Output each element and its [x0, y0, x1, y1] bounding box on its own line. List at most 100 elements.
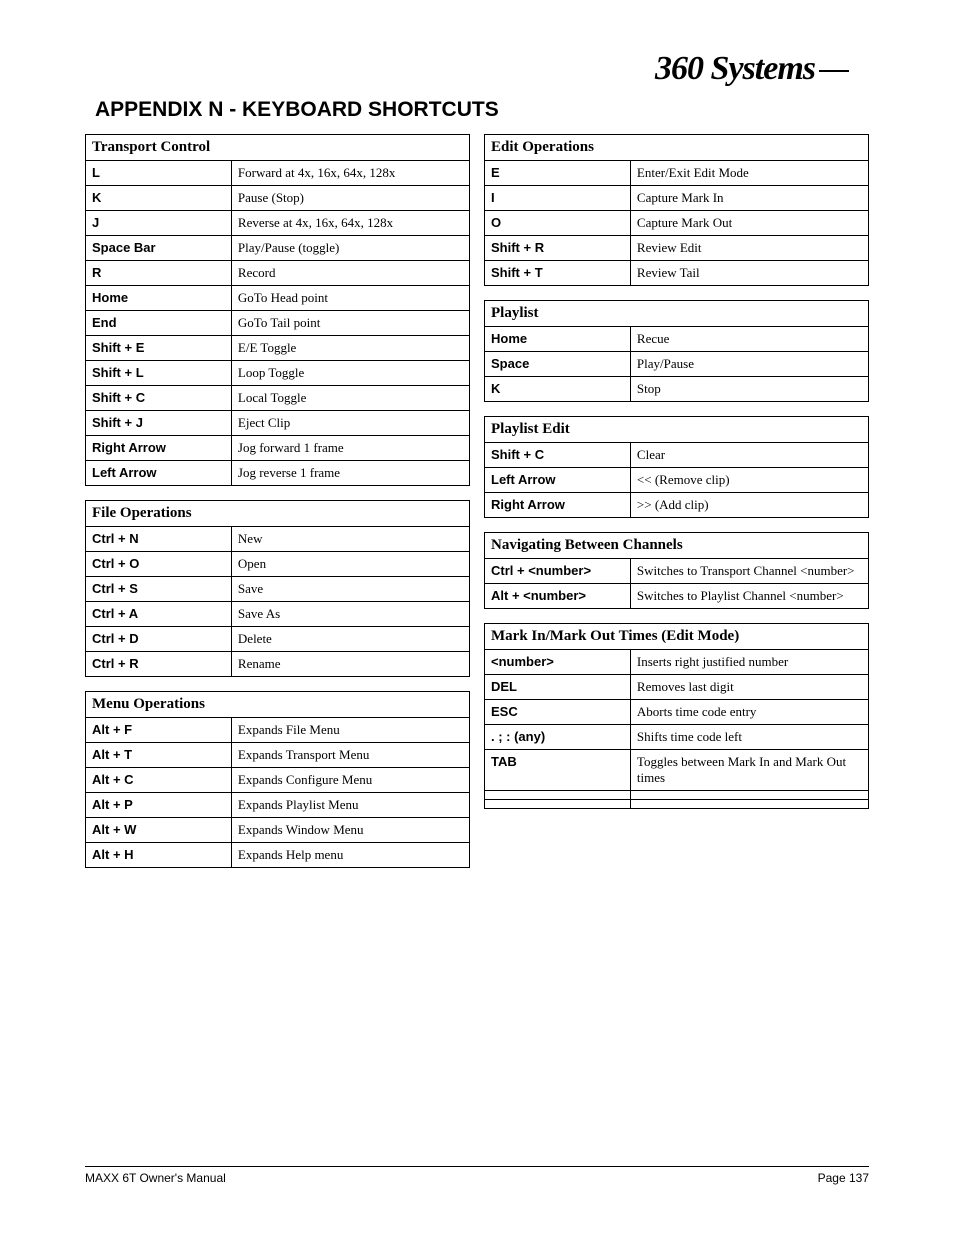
- table-row: Alt + FExpands File Menu: [86, 718, 470, 743]
- shortcut-desc-cell: Jog reverse 1 frame: [231, 461, 469, 486]
- shortcut-desc-cell: Rename: [231, 652, 469, 677]
- shortcut-desc-cell: Delete: [231, 627, 469, 652]
- shortcut-table: Menu OperationsAlt + FExpands File MenuA…: [85, 691, 470, 868]
- shortcut-desc-cell: Play/Pause: [630, 352, 868, 377]
- shortcut-desc-cell: New: [231, 527, 469, 552]
- table-row: Shift + CClear: [485, 443, 869, 468]
- shortcut-desc-cell: Review Tail: [630, 261, 868, 286]
- table-row: Ctrl + <number>Switches to Transport Cha…: [485, 559, 869, 584]
- table-row: ESCAborts time code entry: [485, 700, 869, 725]
- shortcut-key-cell: R: [86, 261, 232, 286]
- shortcut-key-cell: Space Bar: [86, 236, 232, 261]
- shortcut-desc-cell: [630, 791, 868, 800]
- shortcut-desc-cell: GoTo Head point: [231, 286, 469, 311]
- shortcut-table: Playlist EditShift + CClearLeft Arrow<< …: [484, 416, 869, 518]
- table-row: HomeGoTo Head point: [86, 286, 470, 311]
- shortcut-key-cell: Left Arrow: [86, 461, 232, 486]
- shortcut-desc-cell: Local Toggle: [231, 386, 469, 411]
- shortcut-key-cell: Alt + C: [86, 768, 232, 793]
- table-row: Alt + CExpands Configure Menu: [86, 768, 470, 793]
- table-row: Alt + HExpands Help menu: [86, 843, 470, 868]
- shortcut-key-cell: Right Arrow: [86, 436, 232, 461]
- shortcut-table: PlaylistHomeRecueSpacePlay/PauseKStop: [484, 300, 869, 402]
- table-row: Ctrl + RRename: [86, 652, 470, 677]
- shortcut-key-cell: Alt + F: [86, 718, 232, 743]
- shortcut-table: File OperationsCtrl + NNewCtrl + OOpenCt…: [85, 500, 470, 677]
- shortcut-desc-cell: >> (Add clip): [630, 493, 868, 518]
- shortcut-desc-cell: Loop Toggle: [231, 361, 469, 386]
- shortcut-key-cell: Alt + H: [86, 843, 232, 868]
- shortcut-key-cell: K: [485, 377, 631, 402]
- shortcut-desc-cell: Capture Mark In: [630, 186, 868, 211]
- table-row: Shift + LLoop Toggle: [86, 361, 470, 386]
- shortcut-desc-cell: Expands Window Menu: [231, 818, 469, 843]
- shortcut-key-cell: Ctrl + R: [86, 652, 232, 677]
- table-header: Playlist: [485, 301, 869, 327]
- shortcut-key-cell: Ctrl + O: [86, 552, 232, 577]
- shortcut-key-cell: Space: [485, 352, 631, 377]
- table-row: Left ArrowJog reverse 1 frame: [86, 461, 470, 486]
- footer-manual-title: MAXX 6T Owner's Manual: [85, 1171, 226, 1185]
- table-row: Ctrl + DDelete: [86, 627, 470, 652]
- shortcut-key-cell: L: [86, 161, 232, 186]
- shortcut-key-cell: I: [485, 186, 631, 211]
- shortcut-key-cell: J: [86, 211, 232, 236]
- shortcut-key-cell: O: [485, 211, 631, 236]
- brand-logo-text: 360 Systems: [655, 50, 815, 87]
- table-header: Mark In/Mark Out Times (Edit Mode): [485, 624, 869, 650]
- shortcut-key-cell: Shift + R: [485, 236, 631, 261]
- shortcut-table: Transport ControlLForward at 4x, 16x, 64…: [85, 134, 470, 486]
- shortcut-key-cell: Ctrl + S: [86, 577, 232, 602]
- table-row: Shift + EE/E Toggle: [86, 336, 470, 361]
- shortcut-key-cell: End: [86, 311, 232, 336]
- table-row: Ctrl + ASave As: [86, 602, 470, 627]
- table-row: <number>Inserts right justified number: [485, 650, 869, 675]
- table-row: Shift + JEject Clip: [86, 411, 470, 436]
- table-row: HomeRecue: [485, 327, 869, 352]
- shortcut-table: Mark In/Mark Out Times (Edit Mode)<numbe…: [484, 623, 869, 809]
- shortcut-desc-cell: Save As: [231, 602, 469, 627]
- columns-wrapper: Transport ControlLForward at 4x, 16x, 64…: [85, 134, 869, 882]
- shortcut-desc-cell: [630, 800, 868, 809]
- table-header: File Operations: [86, 501, 470, 527]
- table-row: Alt + TExpands Transport Menu: [86, 743, 470, 768]
- shortcut-key-cell: Shift + J: [86, 411, 232, 436]
- table-row: Alt + <number>Switches to Playlist Chann…: [485, 584, 869, 609]
- table-header: Transport Control: [86, 135, 470, 161]
- shortcut-key-cell: ESC: [485, 700, 631, 725]
- table-row: [485, 791, 869, 800]
- shortcut-desc-cell: GoTo Tail point: [231, 311, 469, 336]
- shortcut-key-cell: K: [86, 186, 232, 211]
- shortcut-desc-cell: Expands Transport Menu: [231, 743, 469, 768]
- table-row: Right Arrow>> (Add clip): [485, 493, 869, 518]
- shortcut-desc-cell: Record: [231, 261, 469, 286]
- shortcut-desc-cell: Expands Configure Menu: [231, 768, 469, 793]
- shortcut-desc-cell: Review Edit: [630, 236, 868, 261]
- table-row: JReverse at 4x, 16x, 64x, 128x: [86, 211, 470, 236]
- shortcut-desc-cell: Toggles between Mark In and Mark Out tim…: [630, 750, 868, 791]
- table-row: EndGoTo Tail point: [86, 311, 470, 336]
- shortcut-key-cell: Ctrl + D: [86, 627, 232, 652]
- table-header: Playlist Edit: [485, 417, 869, 443]
- right-column: Edit OperationsEEnter/Exit Edit ModeICap…: [484, 134, 869, 882]
- shortcut-key-cell: Alt + P: [86, 793, 232, 818]
- table-header: Menu Operations: [86, 692, 470, 718]
- shortcut-desc-cell: Clear: [630, 443, 868, 468]
- table-row: KStop: [485, 377, 869, 402]
- table-row: Alt + PExpands Playlist Menu: [86, 793, 470, 818]
- table-row: Ctrl + SSave: [86, 577, 470, 602]
- table-row: DELRemoves last digit: [485, 675, 869, 700]
- table-header: Edit Operations: [485, 135, 869, 161]
- appendix-heading: APPENDIX N - KEYBOARD SHORTCUTS: [95, 98, 869, 122]
- shortcut-key-cell: Right Arrow: [485, 493, 631, 518]
- shortcut-desc-cell: Switches to Transport Channel <number>: [630, 559, 868, 584]
- shortcut-key-cell: Shift + E: [86, 336, 232, 361]
- shortcut-key-cell: <number>: [485, 650, 631, 675]
- table-row: ICapture Mark In: [485, 186, 869, 211]
- shortcut-key-cell: Ctrl + N: [86, 527, 232, 552]
- shortcut-desc-cell: Reverse at 4x, 16x, 64x, 128x: [231, 211, 469, 236]
- shortcut-desc-cell: Forward at 4x, 16x, 64x, 128x: [231, 161, 469, 186]
- shortcut-key-cell: Home: [485, 327, 631, 352]
- shortcut-desc-cell: Expands File Menu: [231, 718, 469, 743]
- table-row: OCapture Mark Out: [485, 211, 869, 236]
